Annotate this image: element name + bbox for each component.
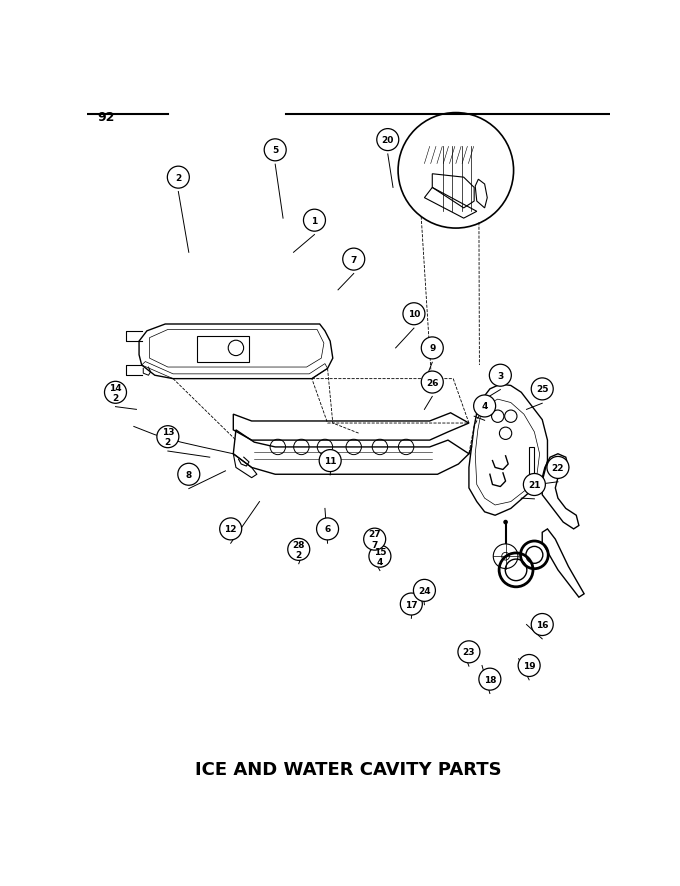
Text: 10: 10	[408, 310, 420, 319]
Text: 8: 8	[186, 470, 192, 479]
Text: 6: 6	[324, 525, 330, 533]
Text: 27
7: 27 7	[369, 530, 381, 549]
Text: 4: 4	[481, 402, 488, 411]
Circle shape	[364, 529, 386, 550]
Text: 21: 21	[528, 480, 541, 489]
Text: 11: 11	[324, 456, 337, 465]
Text: 16: 16	[536, 620, 549, 629]
Circle shape	[479, 668, 501, 690]
Circle shape	[343, 249, 364, 271]
Text: 20: 20	[381, 136, 394, 145]
Circle shape	[377, 129, 398, 152]
Circle shape	[319, 450, 341, 472]
Circle shape	[177, 463, 200, 486]
Circle shape	[531, 614, 554, 636]
Text: 22: 22	[551, 463, 564, 472]
Circle shape	[157, 426, 179, 448]
Circle shape	[422, 371, 443, 393]
Circle shape	[422, 338, 443, 360]
Text: 5: 5	[272, 146, 278, 155]
Circle shape	[317, 518, 339, 540]
Text: 28
2: 28 2	[292, 540, 305, 559]
Text: 13
2: 13 2	[162, 428, 174, 447]
Circle shape	[403, 303, 425, 325]
Text: 18: 18	[483, 675, 496, 684]
Text: 25: 25	[536, 385, 549, 394]
Text: 19: 19	[523, 661, 535, 670]
Circle shape	[303, 210, 326, 232]
Text: 1: 1	[311, 216, 318, 225]
Circle shape	[547, 457, 569, 478]
Circle shape	[458, 641, 480, 663]
Text: ICE AND WATER CAVITY PARTS: ICE AND WATER CAVITY PARTS	[195, 760, 502, 778]
Circle shape	[167, 167, 189, 189]
Circle shape	[524, 474, 545, 496]
Text: 12: 12	[224, 525, 237, 533]
Circle shape	[531, 378, 554, 400]
Circle shape	[490, 365, 511, 387]
Text: 26: 26	[426, 378, 439, 387]
Text: 24: 24	[418, 587, 430, 595]
Text: 7: 7	[351, 255, 357, 264]
Text: 92: 92	[97, 111, 114, 123]
Text: 9: 9	[429, 344, 435, 353]
Circle shape	[288, 539, 310, 561]
Circle shape	[474, 395, 496, 417]
Text: 2: 2	[175, 174, 182, 183]
Text: 23: 23	[462, 648, 475, 657]
Text: 15
4: 15 4	[374, 547, 386, 566]
Circle shape	[220, 518, 241, 540]
Circle shape	[503, 520, 508, 525]
Circle shape	[105, 382, 126, 404]
Circle shape	[369, 546, 391, 568]
Circle shape	[401, 594, 422, 615]
Text: 14
2: 14 2	[109, 383, 122, 402]
Circle shape	[518, 655, 540, 677]
Text: 17: 17	[405, 600, 418, 609]
Circle shape	[265, 140, 286, 161]
Circle shape	[413, 579, 435, 602]
Text: 3: 3	[497, 371, 503, 380]
